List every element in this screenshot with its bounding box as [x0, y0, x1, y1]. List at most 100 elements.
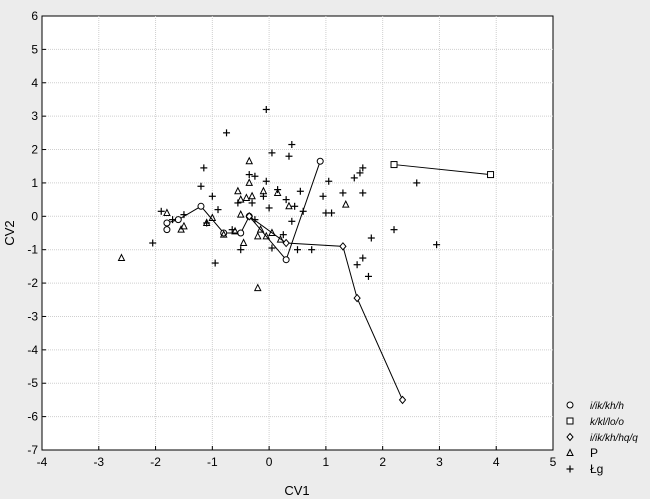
x-tick-label: -2 [150, 455, 161, 469]
plus-point [359, 254, 367, 262]
triangle-point [180, 221, 188, 230]
diamond-point [339, 242, 347, 251]
plus-point [234, 199, 242, 207]
plot-area [41, 15, 554, 451]
triangle-point [253, 231, 262, 240]
y-tick-label: 1 [31, 176, 38, 190]
plus-point [268, 149, 276, 157]
plus-point [248, 199, 256, 207]
legend-marker-plus [566, 465, 574, 473]
square-point [390, 161, 398, 169]
plus-point [214, 206, 222, 214]
plus-point [228, 226, 236, 234]
x-tick-label: 5 [550, 455, 557, 469]
circle-point [163, 219, 171, 227]
plus-point [223, 129, 231, 137]
y-tick-label: -7 [27, 443, 38, 457]
plus-point [356, 169, 364, 177]
triangle-point [253, 283, 262, 292]
plus-point [296, 187, 304, 195]
plus-point [169, 216, 177, 224]
plus-point [308, 246, 316, 254]
circle-point [197, 202, 205, 210]
y-tick-label: -3 [27, 309, 38, 323]
x-tick-label: 4 [493, 455, 500, 469]
y-tick-label: -6 [27, 410, 38, 424]
plus-point [208, 192, 216, 200]
triangle-point [262, 231, 271, 240]
plus-point [350, 174, 358, 182]
triangle-point [245, 178, 254, 186]
triangle-point [234, 186, 242, 195]
legend-marker-square [566, 417, 574, 425]
plus-point [433, 241, 441, 249]
x-tick-label: 2 [379, 455, 386, 469]
plus-point [259, 192, 267, 200]
plus-point [294, 246, 301, 254]
plus-point [262, 177, 270, 185]
plus-point [274, 186, 282, 194]
legend: i/ik/kh/h k/kl/lo/o i/ik/kh/hq/q P Łg [566, 401, 638, 476]
triangle-point [273, 188, 282, 196]
plus-point [265, 204, 273, 212]
legend-label: Łg [590, 462, 603, 476]
circle-point [174, 216, 182, 224]
triangle-point [219, 230, 228, 238]
circle-point [163, 226, 171, 234]
plus-point [299, 207, 307, 215]
triangle-point [236, 210, 245, 218]
plus-point [157, 207, 165, 215]
plus-point [339, 189, 347, 197]
plus-point [413, 179, 421, 187]
diamond-point [353, 293, 361, 303]
x-tick-label: -4 [37, 455, 48, 469]
legend-label: i/ik/kh/hq/q [590, 433, 638, 444]
plus-point [262, 105, 270, 113]
plus-point [288, 217, 296, 225]
triangle-point [239, 238, 248, 247]
triangle-point [208, 213, 217, 221]
plus-point [279, 231, 287, 239]
plus-point [245, 171, 253, 179]
y-axis-title: CV2 [2, 220, 17, 245]
plus-point [285, 152, 293, 160]
y-tick-label: -1 [27, 243, 38, 257]
circle-point [282, 256, 290, 264]
plus-point [319, 192, 327, 200]
grid-lines [42, 16, 553, 450]
triangle-point [285, 201, 293, 210]
triangle-point [245, 156, 254, 165]
plus-point [291, 202, 299, 210]
triangle-point [276, 235, 285, 243]
plus-point [359, 189, 367, 197]
plus-point [325, 177, 333, 185]
plus-point [328, 209, 336, 217]
x-tick-label: -3 [93, 455, 104, 469]
legend-label: i/ik/kh/h [590, 401, 624, 412]
diamond-point [282, 238, 290, 248]
triangle-point [236, 194, 245, 203]
plus-point [200, 164, 208, 172]
plus-point [251, 216, 259, 224]
plus-point [251, 172, 259, 180]
x-axis-ticks: -4 -3 -2 -1 0 1 2 3 4 5 [37, 446, 557, 469]
x-axis-title: CV1 [284, 483, 309, 498]
triangle-point [256, 225, 265, 233]
y-tick-label: 6 [31, 9, 38, 23]
diamond-point [398, 395, 407, 405]
triangle-point [242, 193, 251, 201]
plus-point [268, 244, 276, 252]
legend-label: P [590, 446, 598, 460]
y-tick-label: 4 [31, 76, 38, 90]
x-tick-label: 3 [436, 455, 443, 469]
legend-label: k/kl/lo/o [590, 417, 624, 428]
y-tick-label: -5 [27, 376, 38, 390]
y-axis-ticks: -7 -6 -5 -4 -3 -2 -1 0 1 2 3 4 5 6 [27, 9, 46, 457]
legend-marker-circle [566, 401, 574, 409]
plus-point [180, 211, 188, 219]
x-tick-label: 1 [323, 455, 330, 469]
plus-point [149, 239, 157, 247]
y-tick-label: -4 [27, 343, 38, 357]
triangle-point [268, 228, 276, 236]
y-tick-label: 5 [31, 42, 38, 56]
